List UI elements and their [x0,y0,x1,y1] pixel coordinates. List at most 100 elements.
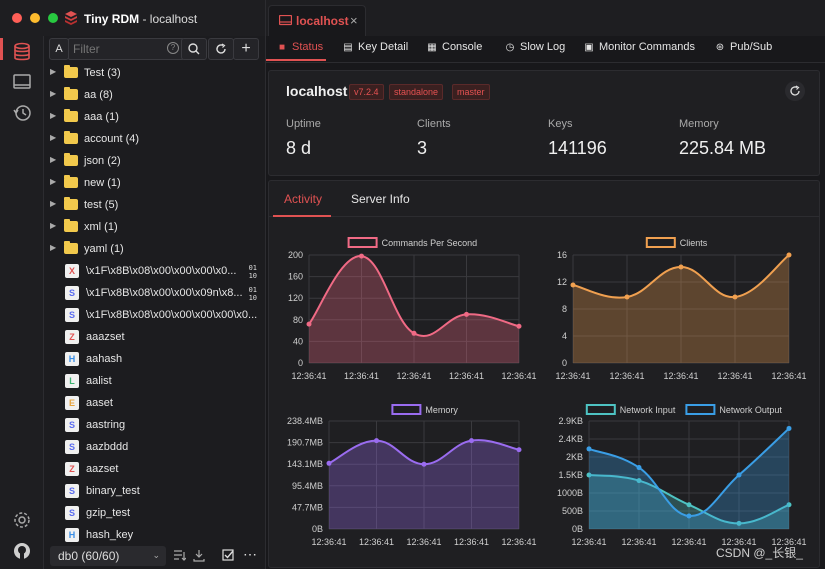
data-point [786,502,792,508]
x-tick-label: 12:36:41 [501,371,536,381]
db-bar: db0 (60/60) ⌄ ⋯ [44,542,265,569]
chevron-right-icon[interactable]: ▶ [50,133,57,142]
legend-label: Clients [680,238,708,248]
key-label: aaset [86,397,113,409]
add-key-button[interactable]: + [233,38,259,60]
chevron-right-icon[interactable]: ▶ [50,221,57,230]
tab-monitor-commands[interactable]: ▣ Monitor Commands [584,41,695,53]
chevron-right-icon[interactable]: ▶ [50,243,57,252]
chevron-right-icon[interactable]: ▶ [50,67,57,76]
chevron-right-icon[interactable]: ▶ [50,89,57,98]
help-icon[interactable]: ? [167,42,179,54]
pub-sub-icon: ⊛ [715,42,725,53]
tree-folder-item[interactable]: ▶ account (4) [44,129,265,151]
folder-label: yaml (1) [84,243,124,255]
more-options-icon[interactable]: ⋯ [243,546,257,562]
settings-gear-icon[interactable] [11,509,33,531]
tree-folder-item[interactable]: ▶ xml (1) [44,217,265,239]
history-icon[interactable] [11,102,33,124]
monitor-icon[interactable] [11,71,33,93]
y-tick-label: 40 [293,336,303,346]
tree-folder-item[interactable]: ▶ yaml (1) [44,239,265,261]
y-tick-label: 143.1MB [287,459,323,469]
refresh-status-button[interactable] [785,81,805,101]
plus-icon: + [241,40,251,57]
y-tick-label: 1000B [557,488,583,498]
tab-status[interactable]: ■ Status [276,41,323,53]
chevron-right-icon[interactable]: ▶ [50,199,57,208]
filter-box: ? [68,38,184,60]
key-label: \x1F\x8B\x08\x00\x00\x00\x0... [86,265,237,277]
search-button[interactable] [181,38,207,60]
tab-localhost[interactable]: localhost × [268,5,366,37]
uptime-label: Uptime [286,118,321,130]
x-tick-label: 12:36:41 [663,371,698,381]
tree-folder-item[interactable]: ▶ aaa (1) [44,107,265,129]
legend-swatch [685,404,716,415]
db-select[interactable]: db0 (60/60) ⌄ [50,546,166,566]
tab-activity[interactable]: Activity [284,192,323,206]
tab-pub-sub[interactable]: ⊛ Pub/Sub [715,41,773,53]
refresh-button[interactable] [208,38,234,60]
close-window-button[interactable] [12,13,22,23]
tree-folder-item[interactable]: ▶ test (5) [44,195,265,217]
tree-key-item[interactable]: X \x1F\x8B\x08\x00\x00\x00\x0... 01 10 [44,261,265,283]
github-icon[interactable] [11,540,33,562]
filter-input[interactable] [69,39,163,59]
tree-key-item[interactable]: S \x1F\x8B\x08\x00\x00\x09n\x8... 01 10 [44,283,265,305]
tab-console[interactable]: ▦ Console [427,41,483,53]
tree-folder-item[interactable]: ▶ Test (3) [44,63,265,85]
folder-icon [64,109,78,122]
tab-slow-log[interactable]: ◷ Slow Log [505,41,566,53]
chevron-right-icon[interactable]: ▶ [50,155,57,164]
filter-type-button[interactable]: A [49,38,69,60]
chevron-right-icon[interactable]: ▶ [50,111,57,120]
folder-icon [64,131,78,144]
data-point [516,323,522,329]
folder-label: aaa (1) [84,111,119,123]
server-name: localhost [286,83,348,99]
tree-key-item[interactable]: S \x1F\x8B\x08\x00\x00\x00\x00\x0... [44,305,265,327]
legend-swatch [645,237,676,248]
folder-label: xml (1) [84,221,118,233]
tree-folder-item[interactable]: ▶ new (1) [44,173,265,195]
filter-toolbar: A ? + [44,36,265,62]
server-icon [279,15,292,26]
data-point [464,311,469,317]
sort-list-icon[interactable] [173,549,186,562]
check-select-icon[interactable] [222,549,235,562]
data-point [624,294,630,300]
activity-card: Activity Server Info 0 40 80 120 160 200 12:36… [268,180,820,568]
key-detail-icon: ▤ [343,42,353,53]
y-tick-label: 47.7MB [292,502,323,512]
maximize-window-button[interactable] [48,13,58,23]
tree-folder-item[interactable]: ▶ aa (8) [44,85,265,107]
legend-label: Memory [425,405,458,415]
x-tick-label: 12:36:41 [555,371,590,381]
db-select-value: db0 (60/60) [58,549,120,563]
tab-key-detail[interactable]: ▤ Key Detail [343,41,409,53]
close-tab-icon[interactable]: × [350,13,358,28]
tab-label: localhost [296,14,349,28]
database-icon[interactable] [11,41,33,63]
y-tick-label: 2.9KB [558,416,583,426]
import-icon[interactable] [193,549,206,562]
minimize-window-button[interactable] [30,13,40,23]
chevron-right-icon[interactable]: ▶ [50,177,57,186]
tab-server-info[interactable]: Server Info [351,192,410,206]
key-type-badge: S [65,440,79,454]
tree-folder-item[interactable]: ▶ json (2) [44,151,265,173]
key-browser-sidebar: A ? + ▶ Test (3) ▶ aa (8) ▶ aaa (1) ▶ account (… [44,36,266,569]
x-tick-label: 12:36:41 [771,537,806,547]
uptime-value: 8 d [286,138,312,158]
